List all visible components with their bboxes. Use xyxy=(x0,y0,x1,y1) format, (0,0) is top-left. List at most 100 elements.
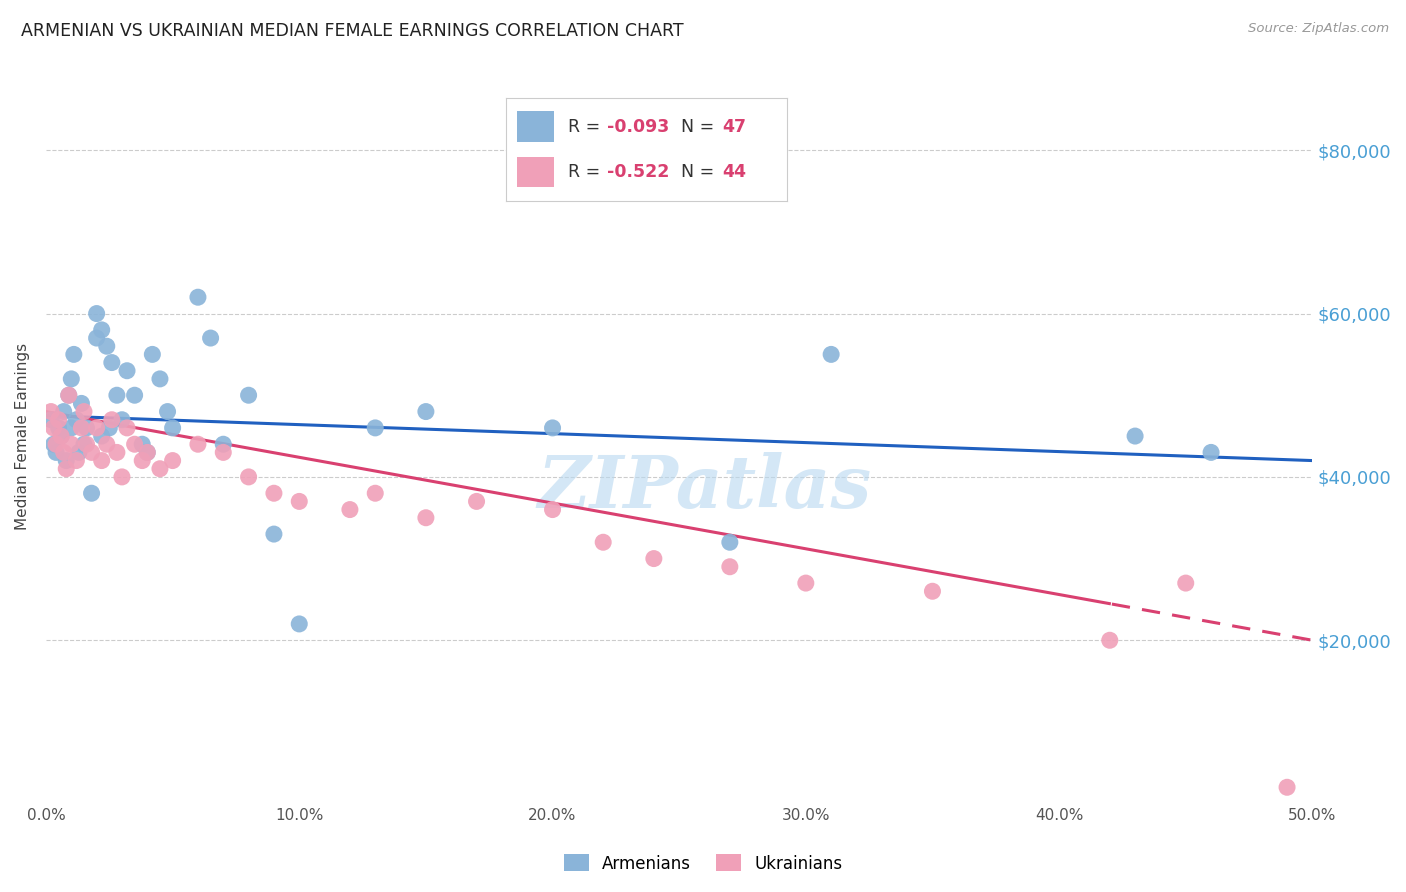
Point xyxy=(200,331,222,345)
Point xyxy=(105,445,128,459)
Point xyxy=(98,421,121,435)
Point xyxy=(115,364,138,378)
Point xyxy=(76,437,98,451)
Text: ARMENIAN VS UKRAINIAN MEDIAN FEMALE EARNINGS CORRELATION CHART: ARMENIAN VS UKRAINIAN MEDIAN FEMALE EARN… xyxy=(21,22,683,40)
Point xyxy=(105,388,128,402)
Point xyxy=(51,429,73,443)
Point xyxy=(60,372,83,386)
Point xyxy=(794,576,817,591)
Point xyxy=(238,388,260,402)
Point xyxy=(73,404,96,418)
Point xyxy=(1174,576,1197,591)
Point xyxy=(162,421,184,435)
Point xyxy=(415,510,437,524)
Point xyxy=(48,413,70,427)
Point xyxy=(39,404,62,418)
Point xyxy=(131,437,153,451)
Point xyxy=(1123,429,1146,443)
Text: N =: N = xyxy=(681,118,720,136)
Point xyxy=(90,429,112,443)
Point xyxy=(45,445,67,459)
Point xyxy=(187,437,209,451)
Point xyxy=(65,413,87,427)
Point xyxy=(162,453,184,467)
Text: ZIPatlas: ZIPatlas xyxy=(537,452,872,523)
Point xyxy=(541,502,564,516)
Point xyxy=(141,347,163,361)
Point xyxy=(67,445,90,459)
Point xyxy=(124,437,146,451)
Point xyxy=(63,347,86,361)
Point xyxy=(921,584,943,599)
Point xyxy=(364,486,387,500)
Point xyxy=(86,307,108,321)
Point xyxy=(131,453,153,467)
Text: R =: R = xyxy=(568,118,606,136)
Point xyxy=(339,502,361,516)
Point xyxy=(1098,633,1121,648)
Point xyxy=(288,616,311,631)
Text: 44: 44 xyxy=(723,163,747,181)
Point xyxy=(96,437,118,451)
Point xyxy=(111,470,134,484)
Point xyxy=(86,331,108,345)
Point xyxy=(51,429,73,443)
Text: N =: N = xyxy=(681,163,720,181)
Point xyxy=(465,494,488,508)
Point xyxy=(541,421,564,435)
Point xyxy=(415,404,437,418)
Point xyxy=(111,413,134,427)
Point xyxy=(187,290,209,304)
Point xyxy=(70,421,93,435)
Legend: Armenians, Ukrainians: Armenians, Ukrainians xyxy=(557,847,849,880)
Point xyxy=(238,470,260,484)
Point xyxy=(42,421,65,435)
Point xyxy=(58,388,80,402)
Point xyxy=(48,421,70,435)
Point xyxy=(55,453,77,467)
Point xyxy=(86,421,108,435)
Point xyxy=(70,396,93,410)
Point xyxy=(73,437,96,451)
Point xyxy=(60,437,83,451)
Point xyxy=(101,413,124,427)
Point xyxy=(149,372,172,386)
Point xyxy=(60,421,83,435)
Point xyxy=(39,413,62,427)
Point xyxy=(52,404,75,418)
Point xyxy=(1199,445,1222,459)
Bar xyxy=(517,157,554,187)
Point xyxy=(288,494,311,508)
Point xyxy=(364,421,387,435)
Text: 47: 47 xyxy=(723,118,747,136)
Point xyxy=(820,347,842,361)
Point xyxy=(55,461,77,475)
Point xyxy=(124,388,146,402)
Point xyxy=(212,437,235,451)
Point xyxy=(136,445,159,459)
Y-axis label: Median Female Earnings: Median Female Earnings xyxy=(15,343,30,530)
Text: -0.522: -0.522 xyxy=(607,163,669,181)
Point xyxy=(101,355,124,369)
Point xyxy=(718,535,741,549)
Point xyxy=(52,445,75,459)
Point xyxy=(136,445,159,459)
Point xyxy=(263,486,285,500)
Point xyxy=(90,323,112,337)
Point xyxy=(65,453,87,467)
Text: Source: ZipAtlas.com: Source: ZipAtlas.com xyxy=(1249,22,1389,36)
Point xyxy=(42,437,65,451)
Point xyxy=(156,404,179,418)
Point xyxy=(592,535,614,549)
Bar xyxy=(517,112,554,142)
Point xyxy=(58,388,80,402)
Point xyxy=(115,421,138,435)
Point xyxy=(1275,780,1298,795)
Text: -0.093: -0.093 xyxy=(607,118,669,136)
Point xyxy=(96,339,118,353)
Point xyxy=(718,559,741,574)
Point xyxy=(212,445,235,459)
Text: R =: R = xyxy=(568,163,606,181)
Point xyxy=(80,445,103,459)
Point xyxy=(643,551,665,566)
